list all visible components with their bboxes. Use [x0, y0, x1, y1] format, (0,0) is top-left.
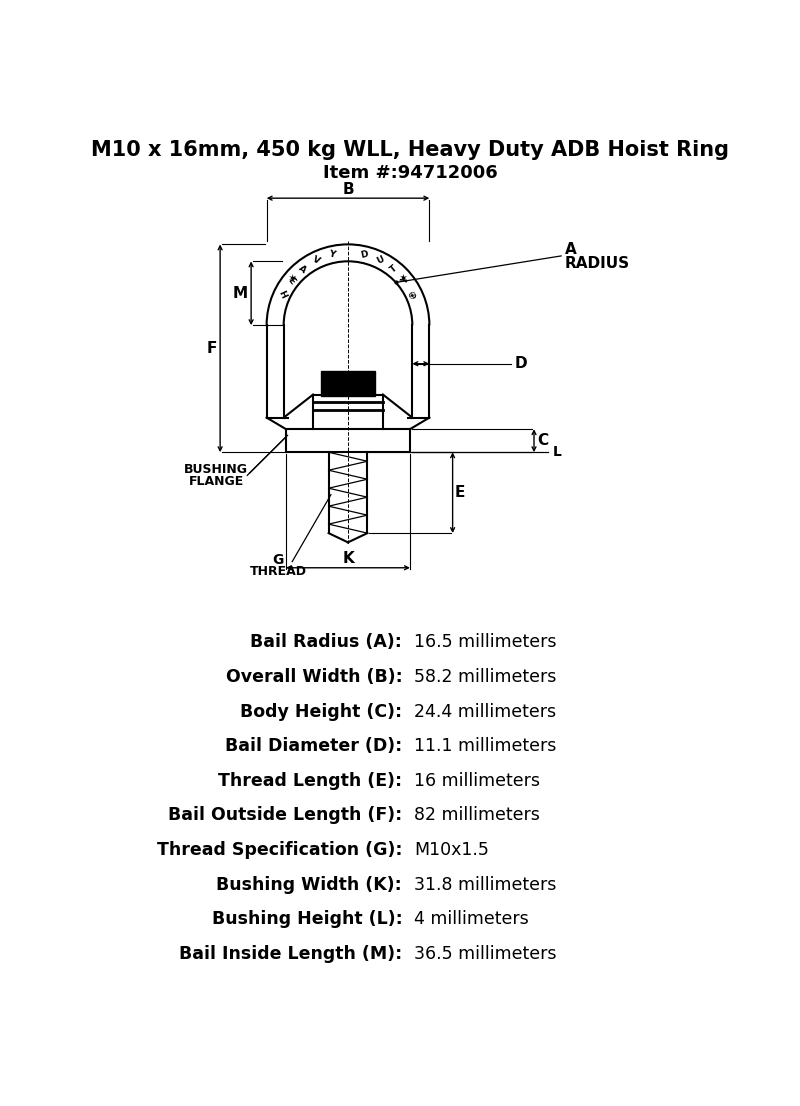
Text: 24.4 millimeters: 24.4 millimeters	[414, 702, 556, 720]
Text: Bail Diameter (D):: Bail Diameter (D):	[225, 738, 402, 755]
Text: T: T	[389, 263, 399, 274]
Text: Thread Specification (G):: Thread Specification (G):	[157, 842, 402, 859]
Bar	[321, 372, 375, 396]
Text: Body Height (C):: Body Height (C):	[240, 702, 402, 720]
Text: B: B	[342, 181, 354, 197]
Text: Bail Inside Length (M):: Bail Inside Length (M):	[179, 945, 402, 963]
Text: M10x1.5: M10x1.5	[414, 842, 489, 859]
Text: D: D	[360, 250, 369, 260]
Text: Bushing Height (L):: Bushing Height (L):	[211, 910, 402, 928]
Text: H: H	[276, 290, 288, 300]
Text: F: F	[206, 341, 217, 356]
Text: G: G	[273, 553, 284, 567]
Text: 82 millimeters: 82 millimeters	[414, 806, 540, 824]
Text: 11.1 millimeters: 11.1 millimeters	[414, 738, 556, 755]
Text: 4 millimeters: 4 millimeters	[414, 910, 529, 928]
Text: 16.5 millimeters: 16.5 millimeters	[414, 634, 556, 651]
Text: ✶: ✶	[287, 273, 297, 284]
Text: 36.5 millimeters: 36.5 millimeters	[414, 945, 556, 963]
Text: 31.8 millimeters: 31.8 millimeters	[414, 876, 556, 894]
Text: FLANGE: FLANGE	[189, 476, 244, 488]
Text: Bail Radius (A):: Bail Radius (A):	[250, 634, 402, 651]
Text: V: V	[311, 254, 321, 265]
Text: L: L	[553, 446, 562, 459]
Text: D: D	[514, 356, 527, 372]
Text: E: E	[455, 486, 466, 500]
Text: M: M	[233, 285, 248, 301]
Text: ®: ®	[408, 289, 420, 301]
Text: BUSHING: BUSHING	[184, 462, 248, 476]
Text: Item #:94712006: Item #:94712006	[322, 164, 498, 181]
Text: A: A	[297, 263, 308, 274]
Text: Thread Length (E):: Thread Length (E):	[218, 772, 402, 790]
Text: ✶: ✶	[399, 273, 409, 284]
Text: Y: Y	[327, 250, 336, 260]
Text: U: U	[374, 254, 386, 265]
Text: Overall Width (B):: Overall Width (B):	[226, 668, 402, 686]
Text: Bushing Width (K):: Bushing Width (K):	[217, 876, 402, 894]
Text: C: C	[537, 434, 548, 448]
Text: Y: Y	[400, 275, 411, 286]
Text: 16 millimeters: 16 millimeters	[414, 772, 540, 790]
Text: Bail Outside Length (F):: Bail Outside Length (F):	[168, 806, 402, 824]
Text: A: A	[565, 242, 577, 258]
Text: THREAD: THREAD	[250, 565, 306, 578]
Text: RADIUS: RADIUS	[565, 257, 630, 271]
Text: 58.2 millimeters: 58.2 millimeters	[414, 668, 556, 686]
Text: E: E	[285, 275, 296, 285]
Text: M10 x 16mm, 450 kg WLL, Heavy Duty ADB Hoist Ring: M10 x 16mm, 450 kg WLL, Heavy Duty ADB H…	[91, 140, 729, 160]
Text: K: K	[342, 551, 354, 566]
